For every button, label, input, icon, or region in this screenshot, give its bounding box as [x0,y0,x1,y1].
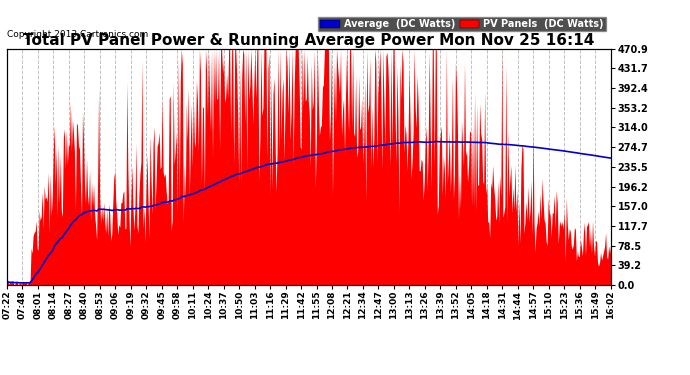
Text: Copyright 2013 Cartronics.com: Copyright 2013 Cartronics.com [7,30,148,39]
Title: Total PV Panel Power & Running Average Power Mon Nov 25 16:14: Total PV Panel Power & Running Average P… [23,33,595,48]
Legend: Average  (DC Watts), PV Panels  (DC Watts): Average (DC Watts), PV Panels (DC Watts) [319,17,606,31]
